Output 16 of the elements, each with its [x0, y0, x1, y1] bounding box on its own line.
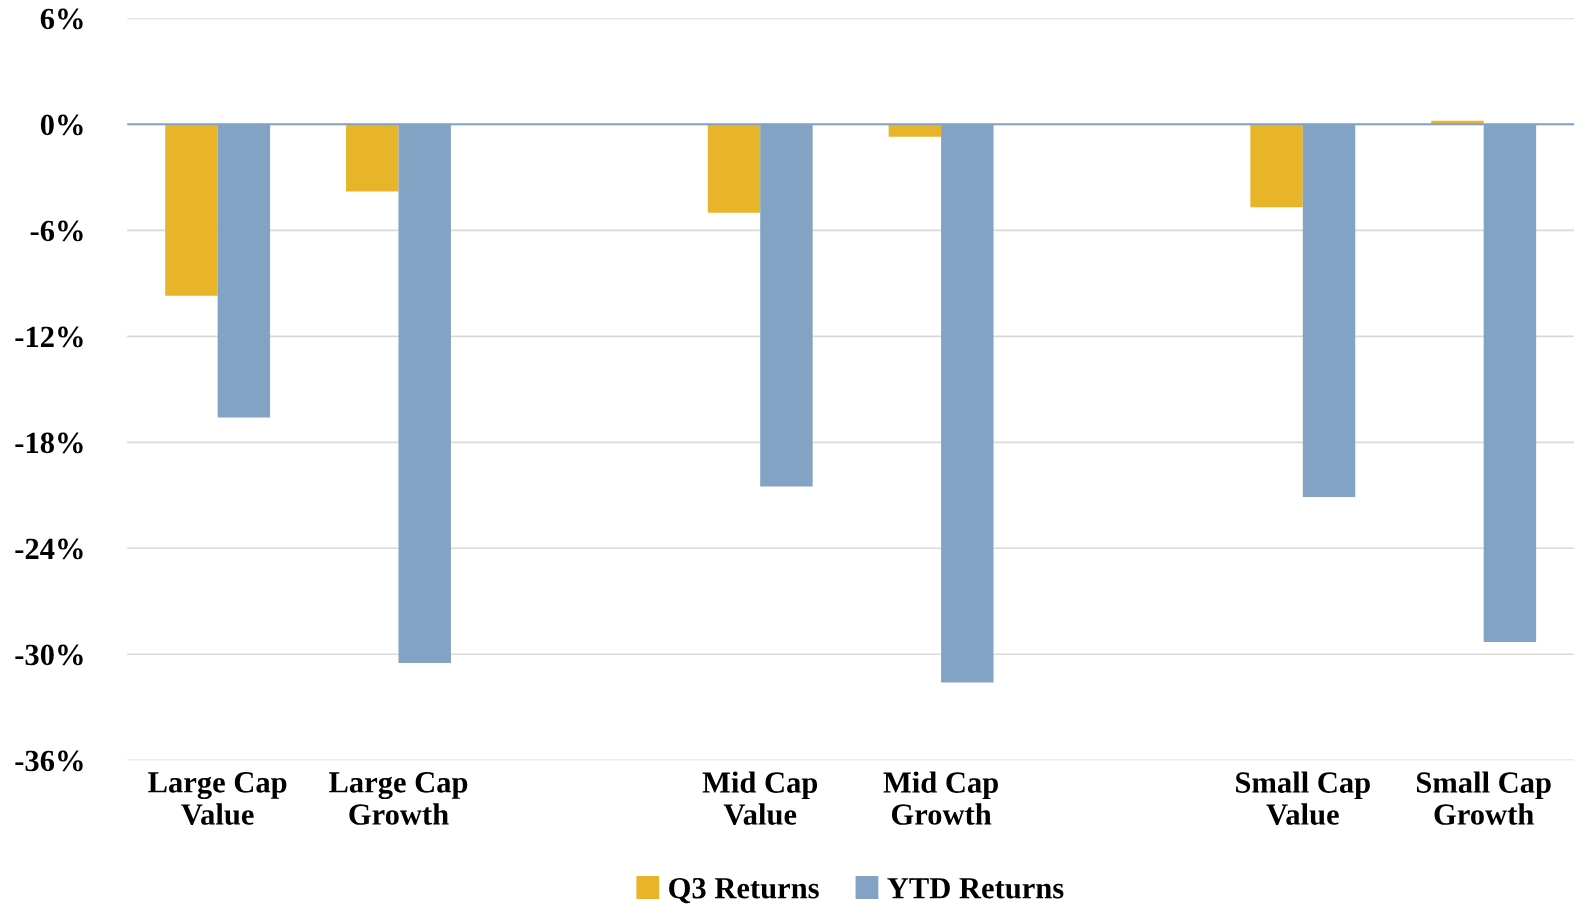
x-tick-label: Small Cap Growth — [1416, 771, 1551, 825]
y-tick-label: -6% — [30, 220, 83, 242]
legend-label: YTD Returns — [887, 878, 1064, 899]
x-tick-label: Large Cap Growth — [328, 772, 468, 825]
y-tick-label: 6% — [40, 8, 83, 30]
x-tick-label: Small Cap Value — [1236, 771, 1370, 826]
x-tick-label: Mid Cap Value — [702, 771, 818, 826]
legend-label: Q3 Returns — [669, 877, 819, 904]
y-tick-label: -12% — [15, 326, 83, 348]
x-tick-label: Mid Cap Growth — [883, 771, 998, 825]
x-tick-label: Large Cap Value — [148, 772, 287, 826]
y-tick-label: 0% — [40, 114, 83, 136]
y-tick-label: -30% — [15, 644, 83, 666]
y-tick-label: -24% — [15, 538, 83, 560]
y-tick-label: -18% — [15, 432, 83, 454]
y-tick-label: -36% — [15, 750, 83, 772]
